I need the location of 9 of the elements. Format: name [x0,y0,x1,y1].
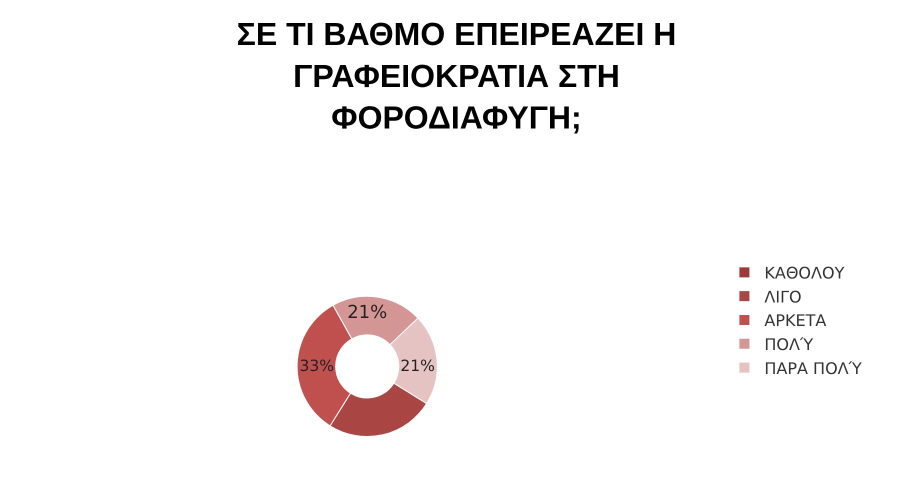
legend-label: ΛΙΓΟ [764,287,802,306]
chart-title: ΣΕ ΤΙ ΒΑΘΜΟ ΕΠΕΙΡΕΑΖΕΙ Η ΓΡΑΦΕΙΟΚΡΑΤΙΑ ΣΤΗ ΦΟΡΟΔΙΑΦΥΓΗ; [236,16,676,136]
data-label: 21% [347,302,388,323]
data-label: 21% [400,357,435,376]
legend-label: ΠΑΡΑ ΠΟΛΎ [764,358,863,378]
data-label: 33% [299,357,334,376]
legend-label: ΚΑΘΟΛΟΥ [764,264,845,283]
legend-label: ΠΟΛΎ [764,335,814,354]
legend-label: ΑΡΚΕΤΑ [764,311,826,330]
